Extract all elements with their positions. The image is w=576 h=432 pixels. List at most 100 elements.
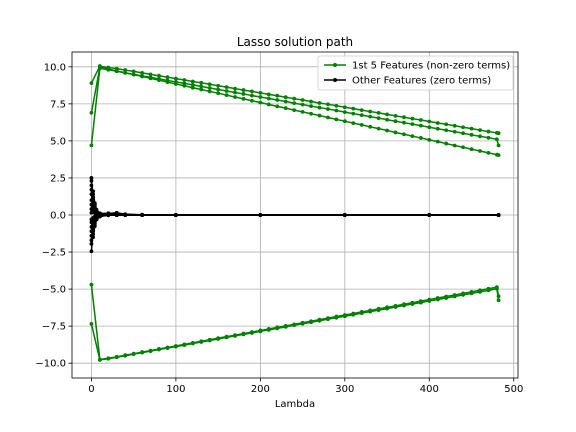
data-point xyxy=(359,113,364,118)
y-tick-label: −10.0 xyxy=(35,359,66,370)
data-point xyxy=(461,131,465,136)
data-point xyxy=(300,109,305,114)
data-point xyxy=(216,337,221,341)
data-point xyxy=(233,86,237,91)
y-axis-ticks: −10.0 −7.5 −5.0 −2.5 0.0 2.5 5.0 7.5 10.0 xyxy=(35,62,72,370)
data-point xyxy=(207,82,212,87)
data-point xyxy=(148,72,153,77)
data-point xyxy=(496,213,501,217)
data-point xyxy=(250,89,254,94)
data-point xyxy=(309,320,313,325)
data-point xyxy=(376,116,381,120)
data-point xyxy=(444,141,449,146)
data-point xyxy=(427,213,432,217)
series-nonzero-2 xyxy=(89,66,501,148)
data-point xyxy=(216,83,221,88)
data-point xyxy=(402,303,406,308)
y-tick-label: −2.5 xyxy=(42,248,66,259)
data-point xyxy=(190,79,195,84)
data-point xyxy=(89,81,94,86)
x-tick-label: 0 xyxy=(88,384,94,395)
data-point xyxy=(258,91,263,95)
data-point xyxy=(469,147,474,152)
data-point xyxy=(326,107,330,111)
data-point xyxy=(478,134,482,139)
data-point xyxy=(89,242,94,246)
data-point xyxy=(393,305,398,309)
data-point xyxy=(216,87,221,92)
data-point xyxy=(224,85,229,90)
data-point xyxy=(427,119,432,124)
data-point xyxy=(89,143,94,148)
chart-title: Lasso solution path xyxy=(237,35,353,49)
x-tick-label: 100 xyxy=(166,384,185,395)
data-point xyxy=(444,296,449,300)
x-tick-label: 200 xyxy=(251,384,270,395)
y-tick-label: 10.0 xyxy=(44,62,66,73)
data-point xyxy=(266,327,271,332)
data-point xyxy=(258,213,263,217)
data-point xyxy=(123,70,128,75)
data-point xyxy=(199,80,204,85)
data-point xyxy=(334,103,339,108)
data-point xyxy=(275,104,280,109)
data-point xyxy=(359,123,364,127)
data-point xyxy=(478,290,482,294)
data-point xyxy=(174,213,178,217)
legend-label-zero: Other Features (zero terms) xyxy=(352,76,491,87)
y-tick-label: −7.5 xyxy=(42,322,66,333)
data-point xyxy=(165,78,170,83)
data-point xyxy=(418,300,423,305)
data-point xyxy=(233,90,237,95)
data-point xyxy=(123,68,128,72)
data-point xyxy=(148,349,153,354)
data-point xyxy=(91,189,96,194)
data-point xyxy=(452,129,457,134)
data-point xyxy=(283,99,288,104)
data-point xyxy=(106,67,111,72)
data-point xyxy=(410,302,415,306)
data-point xyxy=(427,125,432,130)
data-point xyxy=(241,332,246,337)
data-point xyxy=(182,78,187,82)
data-point xyxy=(342,314,347,319)
data-point xyxy=(131,72,136,77)
data-point xyxy=(326,102,330,107)
y-tick-label: −5.0 xyxy=(42,285,66,296)
x-tick-label: 400 xyxy=(420,384,439,395)
data-point xyxy=(292,96,297,101)
data-point xyxy=(402,132,406,137)
data-point xyxy=(452,294,457,299)
data-point xyxy=(114,213,119,217)
data-point xyxy=(283,95,288,100)
data-point xyxy=(114,69,119,74)
data-point xyxy=(266,102,271,107)
data-point xyxy=(207,89,212,94)
data-point xyxy=(94,217,99,222)
data-point xyxy=(106,356,111,361)
data-point xyxy=(174,344,178,349)
data-point xyxy=(342,105,347,110)
data-point xyxy=(317,105,322,110)
data-point xyxy=(89,210,94,215)
data-point xyxy=(157,76,161,81)
data-point xyxy=(300,321,305,326)
data-point xyxy=(114,355,119,360)
data-point xyxy=(292,323,297,328)
data-point xyxy=(359,108,364,112)
data-point xyxy=(165,346,170,350)
data-point xyxy=(283,106,288,111)
data-point xyxy=(427,137,432,142)
series-zero-16 xyxy=(89,205,501,217)
data-point xyxy=(266,92,271,97)
data-point xyxy=(199,84,204,89)
data-point xyxy=(452,143,457,148)
data-point xyxy=(89,217,94,222)
data-point xyxy=(97,358,102,362)
data-point xyxy=(266,96,271,101)
data-point xyxy=(258,95,263,99)
data-point xyxy=(478,128,482,132)
data-point xyxy=(351,121,356,126)
data-point xyxy=(94,212,99,217)
data-point xyxy=(385,128,389,133)
